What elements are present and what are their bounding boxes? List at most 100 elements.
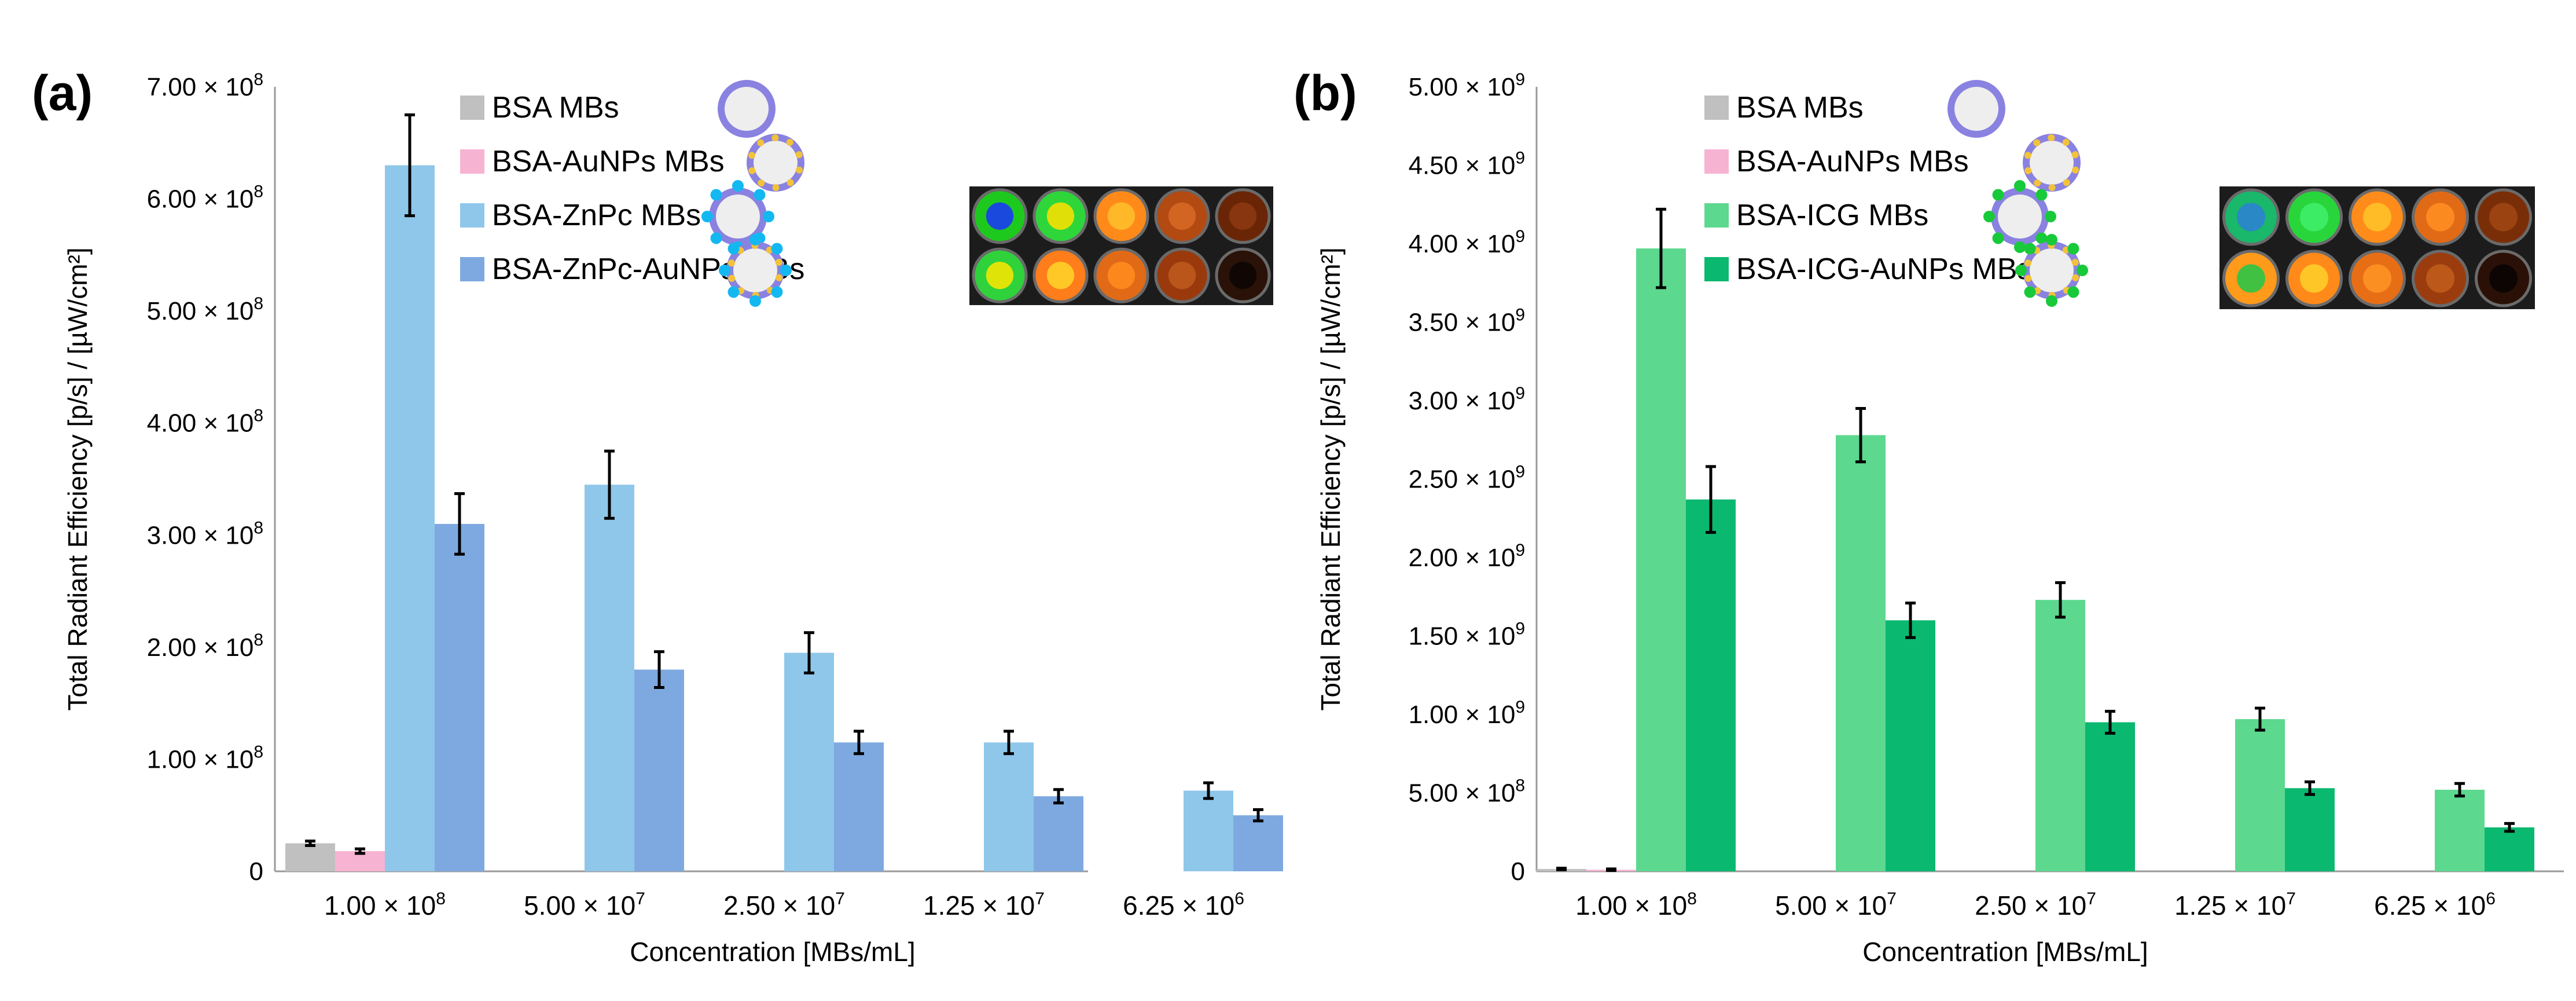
gold-nanoparticle	[757, 139, 765, 146]
bubble-core	[725, 87, 769, 131]
y-tick-label: 2.00 × 109	[1409, 541, 1525, 572]
legend-swatch	[460, 257, 484, 281]
bar	[385, 165, 435, 871]
bubble-core	[2030, 248, 2074, 292]
x-tick-label: 6.25 × 106	[2374, 889, 2496, 921]
dye-marker	[2024, 243, 2036, 255]
x-tick-label: 1.25 × 107	[2174, 889, 2296, 921]
dye-marker	[771, 243, 783, 255]
bar	[2285, 788, 2335, 871]
well-signal	[1107, 262, 1136, 289]
legend-swatch	[460, 149, 484, 174]
y-tick-label: 4.00 × 109	[1409, 227, 1525, 258]
y-tick-label: 0	[249, 857, 263, 886]
gold-nanoparticle	[2034, 179, 2041, 187]
well-signal	[1046, 262, 1075, 289]
dye-marker	[2077, 265, 2088, 276]
y-tick-label: 7.00 × 108	[147, 70, 263, 101]
dye-marker	[749, 295, 761, 307]
well-signal	[2426, 203, 2454, 232]
well-signal	[1107, 202, 1136, 230]
gold-nanoparticle	[2063, 179, 2070, 186]
y-tick-label: 3.50 × 109	[1409, 306, 1525, 337]
gold-nanoparticle	[776, 274, 783, 281]
microbubble-icon	[2015, 234, 2088, 307]
dye-marker	[771, 286, 783, 298]
gold-nanoparticle	[748, 152, 755, 159]
gold-nanoparticle	[2033, 139, 2041, 146]
microbubble-icon	[2023, 134, 2081, 192]
gold-nanoparticle	[2062, 138, 2070, 146]
bar	[1034, 796, 1083, 871]
dye-marker	[2067, 286, 2079, 298]
dye-marker	[2046, 295, 2057, 307]
legend-swatch	[460, 96, 484, 120]
x-tick-label: 5.00 × 107	[1775, 889, 1897, 921]
x-tick-label: 1.25 × 107	[923, 889, 1045, 921]
bar	[2035, 600, 2085, 871]
y-axis-title: Total Radiant Efficiency [p/s] / [µW/cm²…	[63, 247, 93, 710]
legend-label: BSA MBs	[492, 91, 619, 124]
bar	[1233, 815, 1283, 871]
well-signal	[1229, 262, 1257, 289]
bar	[2435, 790, 2485, 871]
dye-marker	[2035, 189, 2048, 201]
legend-swatch	[460, 203, 484, 228]
x-tick-label: 6.25 × 106	[1123, 889, 1244, 921]
dye-marker	[749, 234, 761, 245]
legend-label: BSA-ICG-AuNPs MBs	[1736, 252, 2032, 286]
legend-swatch	[1704, 149, 1729, 174]
panel-label: (a)	[32, 65, 93, 121]
gold-nanoparticle	[2024, 167, 2032, 174]
bar	[2485, 827, 2534, 871]
gold-nanoparticle	[2072, 166, 2079, 174]
well-signal	[986, 262, 1014, 289]
dye-marker	[754, 189, 766, 201]
fluorescence-inset-image	[969, 186, 1273, 305]
gold-nanoparticle	[758, 179, 765, 187]
bubble-core	[716, 195, 760, 239]
legend-swatch	[1704, 96, 1729, 120]
dye-marker	[2014, 180, 2026, 192]
dye-marker	[727, 286, 740, 298]
gold-nanoparticle	[2048, 184, 2056, 191]
dye-marker	[780, 265, 792, 276]
bar	[1886, 620, 1935, 871]
y-tick-label: 3.00 × 108	[147, 518, 263, 549]
gold-nanoparticle	[2048, 134, 2055, 142]
dye-marker	[2045, 211, 2056, 222]
bar	[2235, 719, 2285, 871]
legend-label: BSA-AuNPs MBs	[492, 145, 725, 178]
gold-nanoparticle	[2071, 151, 2079, 159]
microbubble-icon	[747, 134, 804, 192]
y-tick-label: 4.00 × 108	[147, 406, 263, 438]
gold-nanoparticle	[2024, 152, 2031, 159]
microbubble-icon	[701, 180, 774, 253]
gold-nanoparticle	[2024, 259, 2031, 267]
chart-panel-b: (b) 0 5.00 × 108 1.00 × 109 1.50 × 109 2.00 ×…	[1293, 65, 2564, 967]
y-tick-label: 2.50 × 109	[1409, 463, 1525, 494]
microbubble-icon	[719, 234, 792, 307]
bar	[784, 652, 834, 871]
microbubble-icon	[1947, 80, 2005, 138]
well-signal	[2426, 264, 2454, 293]
legend-label: BSA-ZnPc MBs	[492, 199, 701, 232]
bar	[285, 843, 335, 871]
x-tick-label: 1.00 × 108	[324, 889, 446, 921]
bar	[435, 523, 484, 871]
dye-marker	[710, 232, 722, 244]
well-signal	[2237, 203, 2265, 232]
bar	[585, 485, 634, 871]
gold-nanoparticle	[748, 167, 756, 174]
y-tick-label: 0	[1511, 857, 1525, 886]
x-tick-label: 1.00 × 108	[1575, 889, 1697, 921]
y-tick-label: 5.00 × 109	[1409, 70, 1525, 101]
gold-nanoparticle	[775, 259, 782, 266]
bar	[1836, 435, 1886, 871]
dye-marker	[719, 265, 730, 276]
panel-label: (b)	[1293, 65, 1357, 121]
y-tick-label: 4.50 × 109	[1409, 149, 1525, 180]
well-signal	[1168, 202, 1196, 230]
dye-marker	[727, 243, 740, 255]
